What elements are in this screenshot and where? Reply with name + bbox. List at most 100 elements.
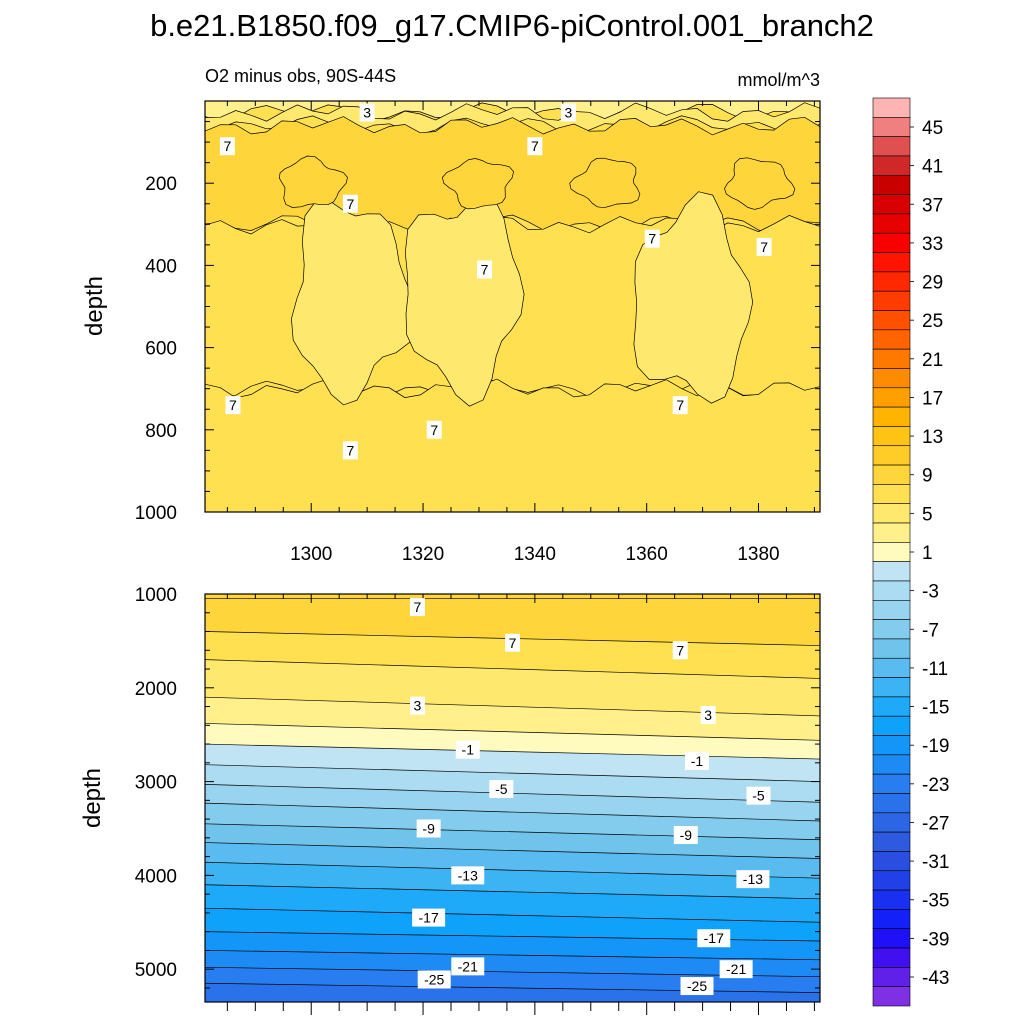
upper-patch-0 xyxy=(291,200,418,406)
upper-contour-label: 7 xyxy=(672,396,688,415)
lower-contour-label-box xyxy=(680,977,714,996)
colorbar-box xyxy=(872,194,911,215)
colorbar-box xyxy=(872,232,911,253)
upper-contour-label-box xyxy=(359,103,375,122)
lower-y-tick-label: 2000 xyxy=(135,679,177,700)
colorbar-box xyxy=(872,561,911,582)
lower-isoline-3 xyxy=(205,723,820,741)
lower-ylabel: depth xyxy=(79,768,106,828)
colorbar-box xyxy=(872,793,911,814)
upper-x-tick-label: 1340 xyxy=(514,544,556,565)
colorbar-tick-label: -7 xyxy=(922,620,939,641)
colorbar-box xyxy=(872,928,911,949)
lower-isoline-5 xyxy=(205,764,820,782)
colorbar-tick-label: -19 xyxy=(922,736,949,757)
lower-isoline-14 xyxy=(205,950,820,961)
upper-y-tick-label: 200 xyxy=(145,174,177,195)
upper-contour-label-text: 7 xyxy=(648,231,656,247)
lower-contour-label-text: -9 xyxy=(422,820,435,836)
lower-contour-label-box xyxy=(700,705,716,724)
lower-contour-label-text: 3 xyxy=(414,698,422,714)
colorbar-tick-label: -31 xyxy=(922,852,949,873)
lower-contour-label-text: -17 xyxy=(704,930,724,946)
lower-contour-label-text: -5 xyxy=(495,781,508,797)
upper-contour-label-text: 7 xyxy=(531,138,539,154)
colorbar-box xyxy=(872,812,911,833)
colorbar-box xyxy=(872,445,911,466)
upper-contour-label-box xyxy=(477,260,493,279)
lower-isoline-11 xyxy=(205,884,820,900)
upper-contour-label-text: 3 xyxy=(565,105,573,121)
colorbar-box xyxy=(872,735,911,756)
lower-contour-label-text: -17 xyxy=(419,910,439,926)
lower-y-tick-label: 4000 xyxy=(135,866,177,887)
lower-contour-label-box xyxy=(416,819,441,838)
panel-subtitle-left: O2 minus obs, 90S-44S xyxy=(205,66,396,86)
lower-contour-label: -17 xyxy=(412,908,446,927)
upper-patch-6 xyxy=(724,157,796,210)
lower-contour-label: 3 xyxy=(409,696,425,715)
upper-contour-label-box xyxy=(342,441,358,460)
colorbar-box xyxy=(872,870,911,891)
lower-contour-label-text: -13 xyxy=(743,871,763,887)
upper-contour-label-box xyxy=(219,137,235,156)
colorbar-tick-label: -43 xyxy=(922,968,949,989)
colorbar-box xyxy=(872,464,911,485)
upper-contour-label-box xyxy=(225,396,241,415)
lower-contour-label-box xyxy=(409,598,425,617)
lower-contour-label-box xyxy=(672,641,688,660)
colorbar-tick-label: -39 xyxy=(922,929,949,950)
colorbar-tick-label: -27 xyxy=(922,813,949,834)
lower-contour-label-text: -1 xyxy=(462,742,475,758)
colorbar-box xyxy=(872,889,911,910)
lower-contour-label-box xyxy=(451,957,485,976)
upper-contour-label-box xyxy=(756,237,772,256)
lower-contour-label-text: -9 xyxy=(680,827,693,843)
upper-contour-label-box xyxy=(527,137,543,156)
lower-contour-label: 7 xyxy=(409,598,425,617)
upper-contour-label: 7 xyxy=(342,441,358,460)
upper-contour-label-text: 7 xyxy=(430,422,438,438)
upper-contour-label: 7 xyxy=(225,396,241,415)
colorbar-tick-label: 29 xyxy=(922,273,943,294)
lower-contour-label-box xyxy=(719,960,753,979)
upper-contour-label: 7 xyxy=(477,260,493,279)
upper-contour-label: 7 xyxy=(219,137,235,156)
lower-contour-label-text: -5 xyxy=(752,788,765,804)
colorbar-box xyxy=(872,213,911,234)
upper-contour-label-text: 7 xyxy=(676,397,684,413)
upper-y-tick-label: 800 xyxy=(145,421,177,442)
upper-contour-label-box xyxy=(560,103,576,122)
upper-contour-label-text: 7 xyxy=(760,239,768,255)
lower-isoline-8 xyxy=(205,823,820,841)
lower-isoline-10 xyxy=(205,861,820,879)
colorbar-box xyxy=(872,426,911,447)
upper-panel: 1300 1320 1340 1360 1380 200 400 600 800 1000 3 3… xyxy=(135,100,821,565)
upper-contour-label-box xyxy=(672,396,688,415)
colorbar-box xyxy=(872,136,911,157)
colorbar-tick-label: 21 xyxy=(922,350,943,371)
lower-contour-label-box xyxy=(451,866,485,885)
colorbar-box xyxy=(872,986,911,1007)
colorbar-box xyxy=(872,638,911,659)
colorbar-box xyxy=(872,696,911,717)
upper-y-tick-label: 400 xyxy=(145,256,177,277)
colorbar-tick-label: 37 xyxy=(922,195,943,216)
colorbar-box xyxy=(872,773,911,794)
upper-contour-label-box xyxy=(644,229,660,248)
upper-contour-label-box xyxy=(342,194,358,213)
lower-contour-label-text: 7 xyxy=(509,635,517,651)
colorbar-box xyxy=(872,252,911,273)
colorbar-tick-label: 25 xyxy=(922,311,943,332)
upper-contour-label-box xyxy=(426,420,442,439)
lower-contour-label: -17 xyxy=(697,929,731,948)
lower-contour-label-box xyxy=(685,751,709,770)
lower-contour-label-box xyxy=(505,633,520,652)
upper-patch-3 xyxy=(278,155,348,208)
upper-ylabel: depth xyxy=(81,276,108,336)
colorbar-tick-label: -15 xyxy=(922,698,949,719)
upper-contour-label-text: 7 xyxy=(346,442,354,458)
lower-isoline-15 xyxy=(205,966,820,978)
lower-y-tick-label: 3000 xyxy=(135,773,177,794)
